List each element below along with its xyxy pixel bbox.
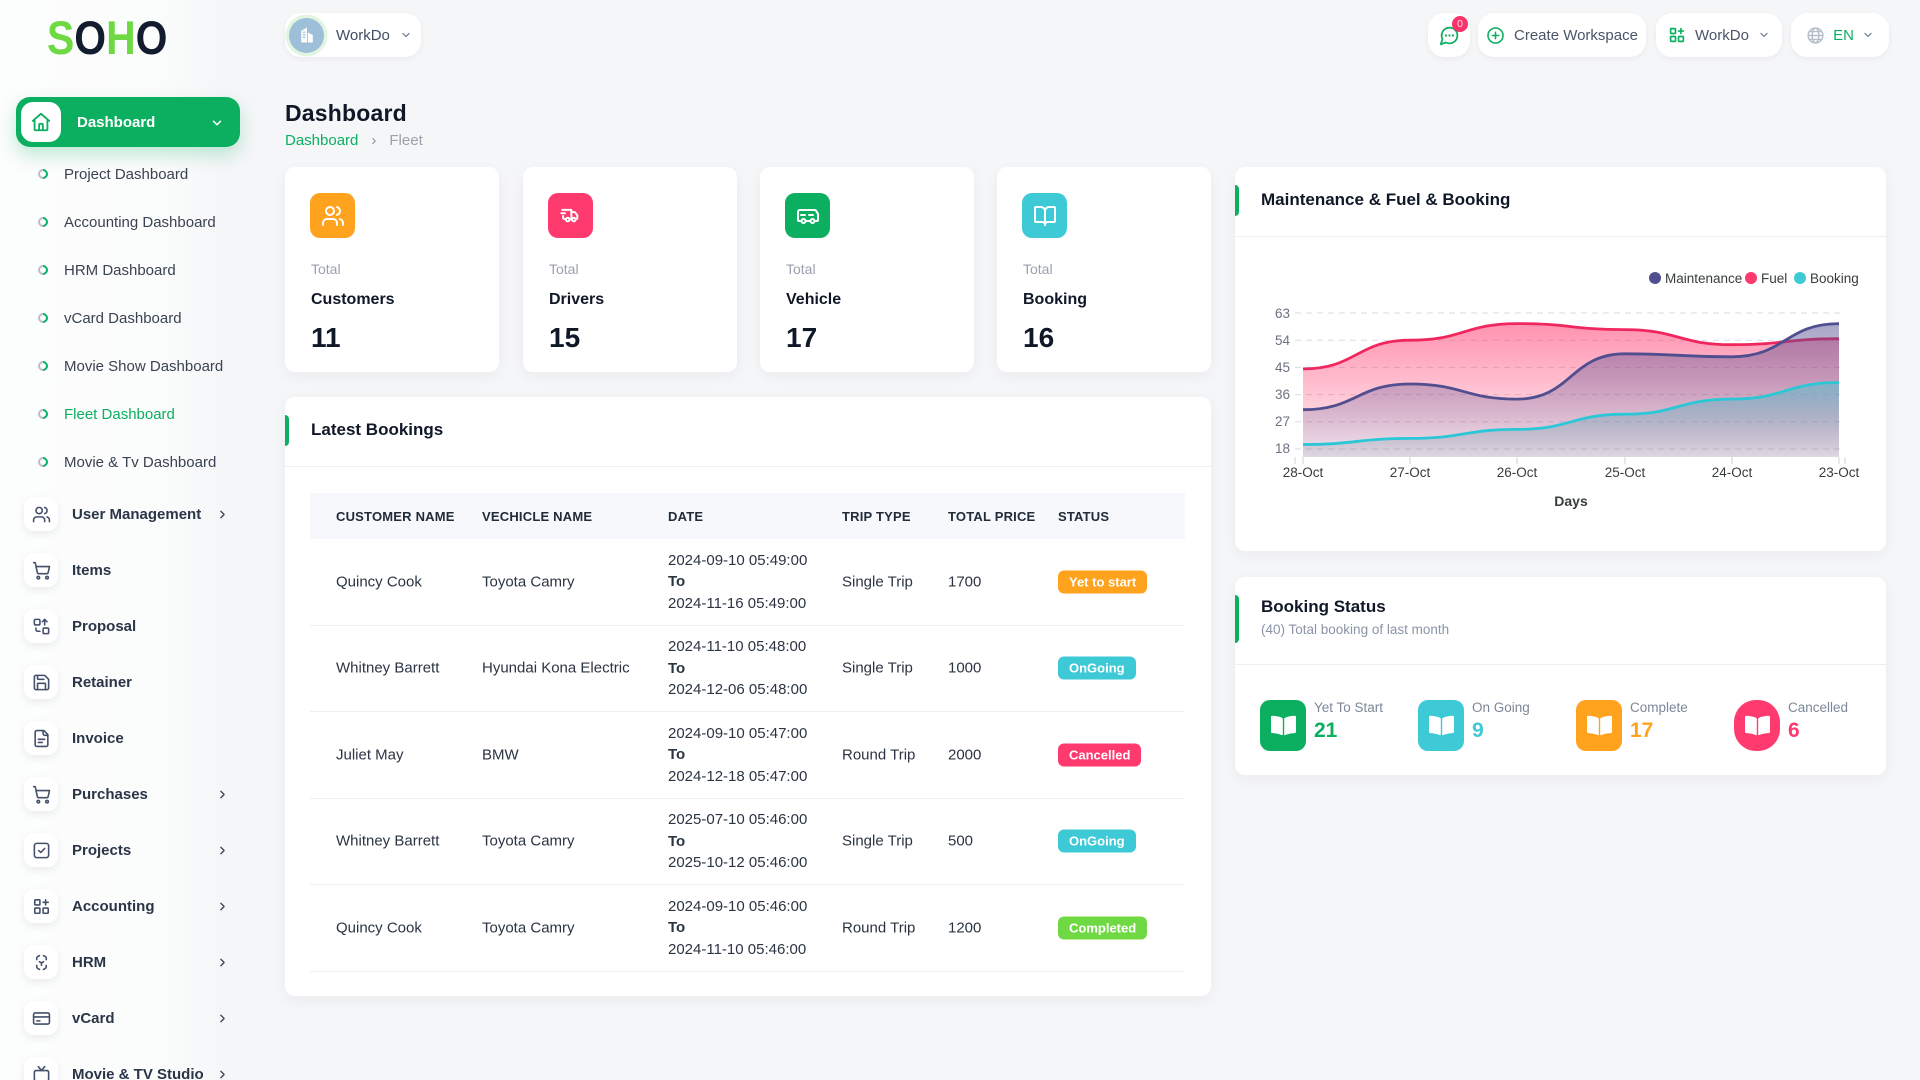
- svg-text:Fuel: Fuel: [1761, 271, 1787, 286]
- svg-text:23-Oct: 23-Oct: [1819, 465, 1860, 480]
- svg-text:24-Oct: 24-Oct: [1712, 465, 1753, 480]
- svg-text:28-Oct: 28-Oct: [1283, 465, 1324, 480]
- svg-text:Booking: Booking: [1810, 271, 1859, 286]
- svg-text:18: 18: [1275, 441, 1290, 456]
- svg-text:63: 63: [1275, 306, 1290, 321]
- svg-text:36: 36: [1275, 387, 1290, 402]
- svg-text:26-Oct: 26-Oct: [1497, 465, 1538, 480]
- svg-text:54: 54: [1275, 333, 1291, 348]
- svg-text:Maintenance: Maintenance: [1665, 271, 1742, 286]
- svg-text:27-Oct: 27-Oct: [1390, 465, 1431, 480]
- svg-text:27: 27: [1275, 414, 1290, 429]
- svg-text:45: 45: [1275, 360, 1290, 375]
- svg-text:25-Oct: 25-Oct: [1605, 465, 1646, 480]
- svg-text:Days: Days: [1554, 493, 1588, 509]
